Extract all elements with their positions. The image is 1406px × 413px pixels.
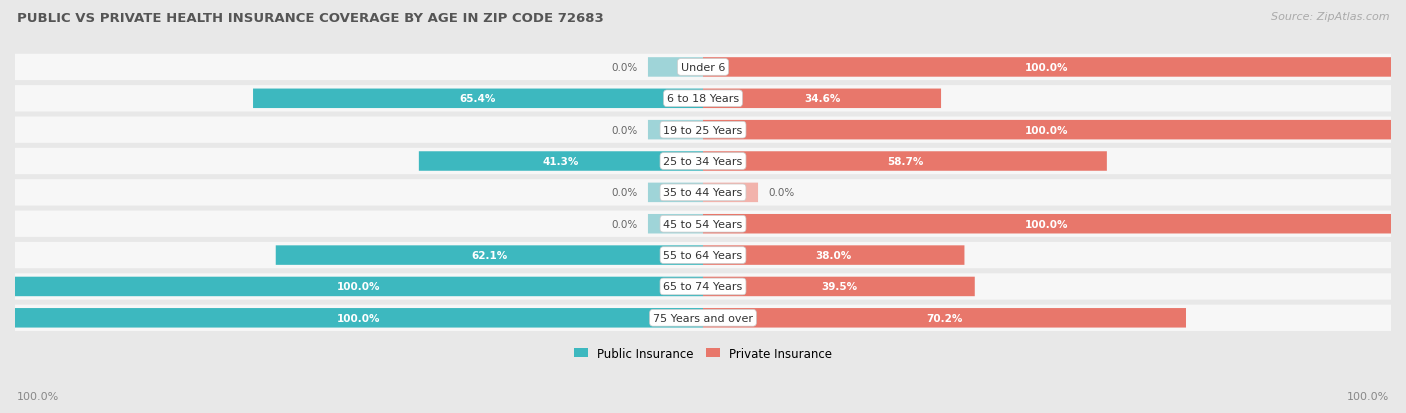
Text: 55 to 64 Years: 55 to 64 Years: [664, 250, 742, 261]
Text: 70.2%: 70.2%: [927, 313, 963, 323]
Text: Under 6: Under 6: [681, 63, 725, 73]
Text: 0.0%: 0.0%: [612, 188, 638, 198]
Text: 100.0%: 100.0%: [1025, 63, 1069, 73]
FancyBboxPatch shape: [15, 305, 1391, 331]
FancyBboxPatch shape: [703, 58, 1391, 78]
FancyBboxPatch shape: [648, 58, 703, 78]
Text: 75 Years and over: 75 Years and over: [652, 313, 754, 323]
Text: 100.0%: 100.0%: [17, 391, 59, 401]
Text: 0.0%: 0.0%: [612, 126, 638, 135]
Text: 35 to 44 Years: 35 to 44 Years: [664, 188, 742, 198]
FancyBboxPatch shape: [15, 149, 1391, 175]
Text: 62.1%: 62.1%: [471, 250, 508, 261]
FancyBboxPatch shape: [419, 152, 703, 171]
Text: 100.0%: 100.0%: [1347, 391, 1389, 401]
FancyBboxPatch shape: [15, 55, 1391, 81]
FancyBboxPatch shape: [15, 273, 1391, 300]
FancyBboxPatch shape: [648, 121, 703, 140]
FancyBboxPatch shape: [703, 121, 1391, 140]
Text: 39.5%: 39.5%: [821, 282, 856, 292]
Text: 0.0%: 0.0%: [768, 188, 794, 198]
FancyBboxPatch shape: [703, 214, 1391, 234]
FancyBboxPatch shape: [15, 211, 1391, 237]
FancyBboxPatch shape: [15, 180, 1391, 206]
Text: 100.0%: 100.0%: [1025, 219, 1069, 229]
Text: 34.6%: 34.6%: [804, 94, 841, 104]
Text: 58.7%: 58.7%: [887, 157, 924, 166]
FancyBboxPatch shape: [276, 246, 703, 265]
Text: 100.0%: 100.0%: [337, 313, 381, 323]
FancyBboxPatch shape: [703, 308, 1187, 328]
Text: Source: ZipAtlas.com: Source: ZipAtlas.com: [1271, 12, 1389, 22]
FancyBboxPatch shape: [703, 152, 1107, 171]
Text: 100.0%: 100.0%: [337, 282, 381, 292]
FancyBboxPatch shape: [703, 277, 974, 297]
FancyBboxPatch shape: [15, 308, 703, 328]
Text: 45 to 54 Years: 45 to 54 Years: [664, 219, 742, 229]
Text: PUBLIC VS PRIVATE HEALTH INSURANCE COVERAGE BY AGE IN ZIP CODE 72683: PUBLIC VS PRIVATE HEALTH INSURANCE COVER…: [17, 12, 603, 25]
FancyBboxPatch shape: [648, 183, 703, 203]
Text: 41.3%: 41.3%: [543, 157, 579, 166]
Text: 0.0%: 0.0%: [612, 63, 638, 73]
Text: 100.0%: 100.0%: [1025, 126, 1069, 135]
FancyBboxPatch shape: [253, 89, 703, 109]
Text: 0.0%: 0.0%: [612, 219, 638, 229]
FancyBboxPatch shape: [15, 277, 703, 297]
FancyBboxPatch shape: [648, 214, 703, 234]
FancyBboxPatch shape: [15, 117, 1391, 143]
FancyBboxPatch shape: [703, 183, 758, 203]
Text: 19 to 25 Years: 19 to 25 Years: [664, 126, 742, 135]
Text: 65 to 74 Years: 65 to 74 Years: [664, 282, 742, 292]
FancyBboxPatch shape: [703, 89, 941, 109]
Text: 38.0%: 38.0%: [815, 250, 852, 261]
FancyBboxPatch shape: [15, 86, 1391, 112]
FancyBboxPatch shape: [15, 242, 1391, 268]
FancyBboxPatch shape: [703, 246, 965, 265]
Legend: Public Insurance, Private Insurance: Public Insurance, Private Insurance: [569, 342, 837, 364]
Text: 65.4%: 65.4%: [460, 94, 496, 104]
Text: 6 to 18 Years: 6 to 18 Years: [666, 94, 740, 104]
Text: 25 to 34 Years: 25 to 34 Years: [664, 157, 742, 166]
